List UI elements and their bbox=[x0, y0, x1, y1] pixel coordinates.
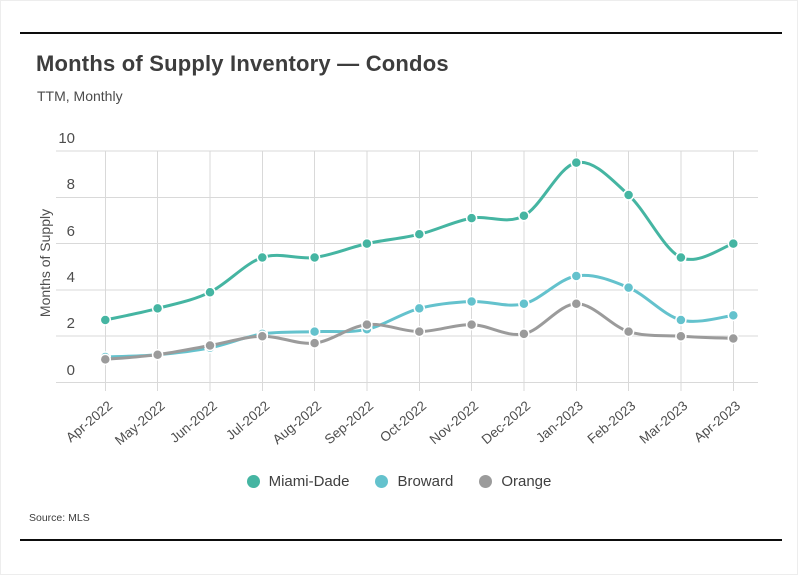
data-point-orange bbox=[361, 318, 373, 331]
data-point-broward bbox=[308, 325, 321, 338]
data-point-miami-dade bbox=[413, 228, 426, 241]
legend-label: Orange bbox=[501, 473, 552, 490]
data-point-orange bbox=[518, 328, 530, 340]
data-point-orange bbox=[204, 339, 216, 352]
data-point-orange bbox=[570, 298, 583, 310]
data-point-orange bbox=[727, 332, 740, 345]
data-point-orange bbox=[622, 325, 635, 338]
data-point-miami-dade bbox=[727, 237, 740, 250]
legend-item-miami-dade[interactable]: Miami-Dade bbox=[246, 473, 350, 490]
legend-dot-orange-icon bbox=[479, 475, 493, 488]
data-point-orange bbox=[99, 353, 112, 366]
source-note: Source: MLS bbox=[29, 512, 90, 524]
y-tick-label: 6 bbox=[66, 222, 75, 240]
y-tick-label: 4 bbox=[66, 268, 75, 286]
data-point-miami-dade bbox=[151, 302, 164, 315]
data-point-miami-dade bbox=[308, 251, 321, 264]
data-point-miami-dade bbox=[204, 286, 216, 298]
chart-legend: Miami-Dade Broward Orange bbox=[1, 473, 797, 490]
y-tick-label: 2 bbox=[66, 315, 75, 333]
y-tick-label: 0 bbox=[66, 361, 75, 379]
chart-title: Months of Supply Inventory — Condos bbox=[36, 51, 449, 76]
data-point-orange bbox=[465, 318, 478, 331]
legend-dot-broward-icon bbox=[375, 475, 389, 488]
data-point-miami-dade bbox=[675, 251, 687, 264]
data-point-orange bbox=[675, 330, 687, 342]
data-point-broward bbox=[518, 298, 530, 310]
legend-label: Broward bbox=[397, 473, 454, 490]
legend-item-broward[interactable]: Broward bbox=[375, 473, 453, 490]
data-point-miami-dade bbox=[361, 237, 373, 250]
data-point-broward bbox=[570, 270, 583, 282]
legend-label: Miami-Dade bbox=[268, 473, 350, 490]
data-point-broward bbox=[413, 302, 426, 315]
data-point-miami-dade bbox=[622, 189, 635, 201]
data-point-broward bbox=[465, 295, 478, 308]
data-point-miami-dade bbox=[570, 156, 583, 169]
data-point-miami-dade bbox=[256, 251, 269, 264]
data-point-broward bbox=[727, 309, 740, 322]
y-tick-label: 8 bbox=[66, 176, 75, 194]
data-point-miami-dade bbox=[465, 212, 478, 224]
data-point-broward bbox=[622, 281, 635, 294]
data-point-orange bbox=[308, 337, 321, 349]
legend-item-orange[interactable]: Orange bbox=[479, 473, 551, 490]
chart-subtitle: TTM, Monthly bbox=[37, 88, 123, 104]
bottom-divider bbox=[20, 539, 782, 541]
data-point-orange bbox=[413, 325, 426, 338]
legend-dot-miami-dade-icon bbox=[246, 475, 260, 488]
data-point-broward bbox=[675, 314, 687, 326]
data-point-orange bbox=[151, 348, 164, 361]
y-tick-label: 10 bbox=[58, 130, 75, 147]
data-point-miami-dade bbox=[518, 210, 530, 222]
top-divider bbox=[20, 32, 782, 34]
data-point-orange bbox=[256, 330, 269, 342]
data-point-miami-dade bbox=[99, 314, 112, 326]
